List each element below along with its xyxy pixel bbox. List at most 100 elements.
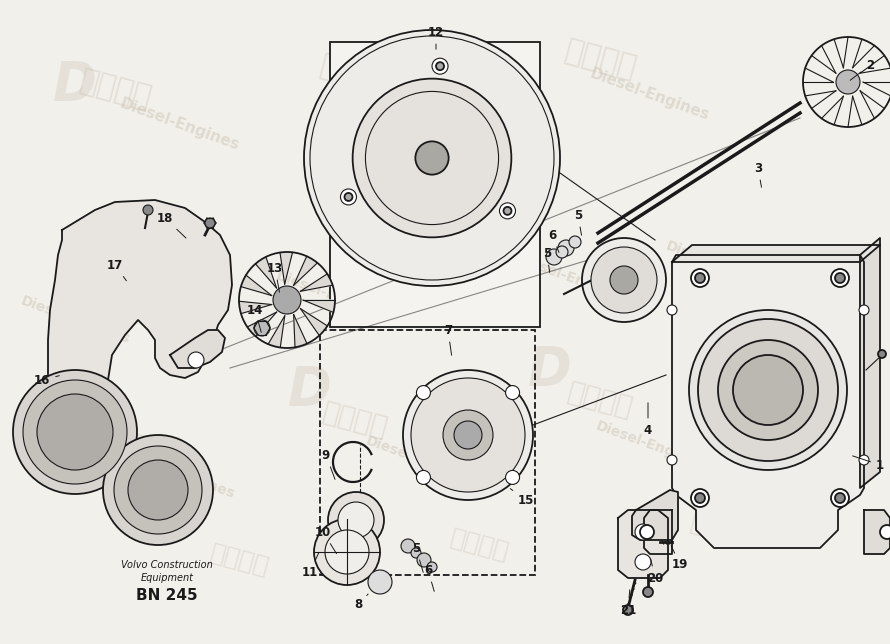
Text: 柴发动力: 柴发动力 (79, 418, 150, 462)
Circle shape (403, 370, 533, 500)
Polygon shape (239, 301, 271, 314)
Text: Diesel-Engines: Diesel-Engines (19, 294, 132, 346)
Text: 12: 12 (428, 26, 444, 49)
Text: Volvo Construction: Volvo Construction (121, 560, 213, 570)
Circle shape (401, 539, 415, 553)
Text: 1: 1 (853, 456, 884, 471)
Circle shape (733, 355, 803, 425)
Circle shape (417, 386, 431, 399)
Text: 柴发动力: 柴发动力 (76, 66, 154, 113)
Text: 8: 8 (354, 594, 368, 612)
Text: Diesel-Engines: Diesel-Engines (363, 433, 476, 486)
Circle shape (344, 193, 352, 201)
Circle shape (368, 570, 392, 594)
Ellipse shape (698, 319, 838, 461)
Circle shape (254, 320, 270, 336)
Text: 柴发动力: 柴发动力 (688, 511, 752, 549)
Polygon shape (294, 256, 318, 285)
Text: Equipment: Equipment (141, 573, 193, 583)
Polygon shape (170, 330, 225, 368)
Circle shape (352, 79, 512, 238)
Circle shape (454, 421, 482, 449)
Text: Diesel-Engines: Diesel-Engines (514, 252, 627, 304)
Text: Diesel-Engines: Diesel-Engines (358, 79, 482, 137)
Text: 19: 19 (671, 545, 688, 571)
Text: 2: 2 (850, 59, 874, 80)
Text: 5: 5 (574, 209, 582, 235)
Text: D: D (288, 364, 332, 416)
Circle shape (859, 305, 869, 315)
Circle shape (667, 305, 677, 315)
Circle shape (546, 249, 562, 265)
Circle shape (325, 530, 369, 574)
Circle shape (432, 58, 448, 74)
Text: 15: 15 (510, 489, 534, 506)
Polygon shape (280, 252, 293, 284)
Circle shape (443, 410, 493, 460)
Circle shape (13, 370, 137, 494)
Circle shape (103, 435, 213, 545)
Circle shape (504, 207, 512, 215)
Circle shape (128, 460, 188, 520)
Text: 9: 9 (322, 448, 335, 479)
Circle shape (314, 519, 380, 585)
Text: Diesel-Engines: Diesel-Engines (594, 419, 707, 471)
Text: 5: 5 (412, 542, 424, 573)
Text: 柴发动力: 柴发动力 (765, 358, 836, 402)
Polygon shape (672, 245, 880, 262)
Circle shape (667, 455, 677, 465)
Circle shape (591, 247, 657, 313)
Circle shape (695, 493, 705, 503)
Text: 16: 16 (34, 374, 60, 386)
Text: 17: 17 (107, 258, 126, 281)
Text: 14: 14 (247, 303, 263, 332)
Circle shape (695, 273, 705, 283)
Text: 3: 3 (754, 162, 762, 187)
Polygon shape (241, 275, 271, 296)
Circle shape (582, 238, 666, 322)
Text: D: D (53, 424, 97, 476)
Text: 13: 13 (267, 261, 283, 292)
Circle shape (718, 340, 818, 440)
Circle shape (338, 502, 374, 538)
Text: 20: 20 (647, 559, 663, 585)
Circle shape (610, 266, 638, 294)
Text: 柴发动力: 柴发动力 (561, 37, 639, 84)
Circle shape (556, 246, 568, 258)
Circle shape (411, 548, 421, 558)
Circle shape (836, 70, 860, 94)
Circle shape (640, 525, 654, 539)
Polygon shape (672, 255, 864, 548)
Polygon shape (301, 308, 328, 336)
Text: 6: 6 (548, 229, 559, 252)
Circle shape (506, 386, 520, 399)
Circle shape (831, 489, 849, 507)
Text: 5: 5 (543, 247, 551, 272)
Text: Diesel-Engines: Diesel-Engines (663, 239, 777, 291)
Polygon shape (255, 257, 277, 288)
Circle shape (205, 218, 215, 228)
Circle shape (427, 562, 437, 572)
Circle shape (831, 269, 849, 287)
Text: 4: 4 (643, 402, 652, 437)
Text: 柴发动力: 柴发动力 (316, 52, 394, 99)
Polygon shape (301, 274, 333, 291)
Text: D: D (53, 59, 97, 111)
Circle shape (835, 273, 845, 283)
Text: 柴发动力: 柴发动力 (208, 541, 272, 580)
Circle shape (506, 470, 520, 484)
Circle shape (878, 350, 886, 358)
Text: 7: 7 (444, 323, 452, 355)
Polygon shape (864, 510, 890, 554)
Circle shape (273, 286, 301, 314)
Text: Diesel-Engines: Diesel-Engines (588, 66, 712, 124)
Text: 柴发动力: 柴发动力 (320, 398, 391, 442)
Circle shape (558, 240, 574, 256)
Polygon shape (632, 490, 678, 540)
Circle shape (304, 30, 560, 286)
Polygon shape (294, 314, 307, 347)
Circle shape (880, 525, 890, 539)
Polygon shape (303, 300, 335, 312)
Circle shape (635, 524, 651, 540)
Text: 柴发动力: 柴发动力 (448, 526, 512, 564)
